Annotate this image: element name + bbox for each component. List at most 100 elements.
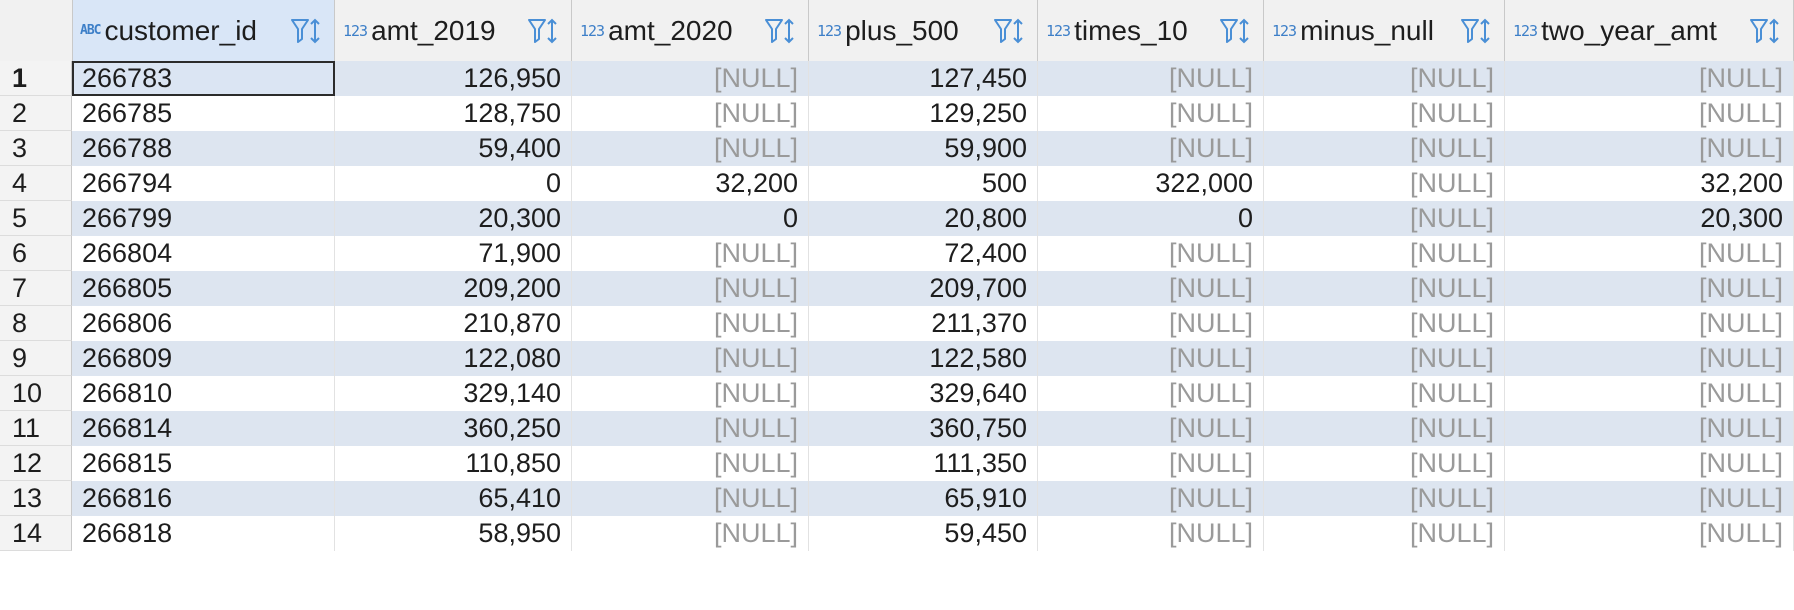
table-cell-amt-2019[interactable]: 59,400 xyxy=(335,131,572,166)
table-cell-two-year-amt[interactable]: [NULL] xyxy=(1505,411,1794,446)
table-cell-times-10[interactable]: [NULL] xyxy=(1038,61,1264,96)
row-number[interactable]: 10 xyxy=(0,376,72,411)
table-cell-customer-id[interactable]: 266788 xyxy=(72,131,335,166)
row-number[interactable]: 7 xyxy=(0,271,72,306)
table-cell-minus-null[interactable]: [NULL] xyxy=(1264,96,1505,131)
table-row[interactable]: 8 266806 210,870 [NULL] 211,370 [NULL] [NULL][… xyxy=(0,306,1794,341)
table-cell-customer-id[interactable]: 266794 xyxy=(72,166,335,201)
table-row[interactable]: 11 266814 360,250 [NULL] 360,750 [NULL] [NULL]… xyxy=(0,411,1794,446)
filter-sort-icon[interactable] xyxy=(527,17,561,45)
table-row[interactable]: 1 266783 126,950 [NULL] 127,450 [NULL] [NULL][… xyxy=(0,61,1794,96)
table-cell-plus-500[interactable]: 59,450 xyxy=(809,516,1038,551)
table-cell-amt-2019[interactable]: 110,850 xyxy=(335,446,572,481)
table-cell-plus-500[interactable]: 20,800 xyxy=(809,201,1038,236)
table-cell-minus-null[interactable]: [NULL] xyxy=(1264,271,1505,306)
row-number[interactable]: 14 xyxy=(0,516,72,551)
table-cell-times-10[interactable]: [NULL] xyxy=(1038,236,1264,271)
table-cell-amt-2019[interactable]: 209,200 xyxy=(335,271,572,306)
table-row[interactable]: 7 266805 209,200 [NULL] 209,700 [NULL] [NULL][… xyxy=(0,271,1794,306)
table-cell-plus-500[interactable]: 360,750 xyxy=(809,411,1038,446)
table-row[interactable]: 6 266804 71,900 [NULL] 72,400 [NULL] [NULL] [NU… xyxy=(0,236,1794,271)
table-cell-two-year-amt[interactable]: [NULL] xyxy=(1505,96,1794,131)
table-row[interactable]: 10 266810 329,140 [NULL] 329,640 [NULL] [NULL]… xyxy=(0,376,1794,411)
filter-sort-icon[interactable] xyxy=(764,17,798,45)
table-cell-two-year-amt[interactable]: [NULL] xyxy=(1505,61,1794,96)
table-row[interactable]: 12 266815 110,850 [NULL] 111,350 [NULL] [NULL]… xyxy=(0,446,1794,481)
filter-sort-icon[interactable] xyxy=(1460,17,1494,45)
table-cell-minus-null[interactable]: [NULL] xyxy=(1264,341,1505,376)
table-cell-amt-2019[interactable]: 329,140 xyxy=(335,376,572,411)
table-cell-times-10[interactable]: [NULL] xyxy=(1038,306,1264,341)
table-row[interactable]: 13 266816 65,410 [NULL] 65,910 [NULL] [NULL] [N… xyxy=(0,481,1794,516)
table-cell-plus-500[interactable]: 59,900 xyxy=(809,131,1038,166)
column-header-amt-2019[interactable]: 123 amt_2019 xyxy=(335,0,572,61)
filter-sort-icon[interactable] xyxy=(1749,17,1783,45)
table-cell-customer-id[interactable]: 266804 xyxy=(72,236,335,271)
row-number[interactable]: 11 xyxy=(0,411,72,446)
row-number[interactable]: 4 xyxy=(0,166,72,201)
table-cell-times-10[interactable]: [NULL] xyxy=(1038,131,1264,166)
table-cell-times-10[interactable]: [NULL] xyxy=(1038,446,1264,481)
row-number[interactable]: 2 xyxy=(0,96,72,131)
table-cell-plus-500[interactable]: 500 xyxy=(809,166,1038,201)
table-cell-minus-null[interactable]: [NULL] xyxy=(1264,306,1505,341)
table-cell-minus-null[interactable]: [NULL] xyxy=(1264,516,1505,551)
table-cell-customer-id[interactable]: 266783 xyxy=(72,61,335,96)
column-header-minus-null[interactable]: 123 minus_null xyxy=(1264,0,1505,61)
table-cell-two-year-amt[interactable]: [NULL] xyxy=(1505,446,1794,481)
table-cell-amt-2019[interactable]: 65,410 xyxy=(335,481,572,516)
table-cell-amt-2019[interactable]: 58,950 xyxy=(335,516,572,551)
table-cell-plus-500[interactable]: 329,640 xyxy=(809,376,1038,411)
table-cell-two-year-amt[interactable]: [NULL] xyxy=(1505,376,1794,411)
table-cell-amt-2020[interactable]: [NULL] xyxy=(572,271,809,306)
row-number[interactable]: 9 xyxy=(0,341,72,376)
table-cell-customer-id[interactable]: 266806 xyxy=(72,306,335,341)
table-cell-amt-2019[interactable]: 126,950 xyxy=(335,61,572,96)
table-cell-customer-id[interactable]: 266814 xyxy=(72,411,335,446)
table-cell-minus-null[interactable]: [NULL] xyxy=(1264,131,1505,166)
filter-sort-icon[interactable] xyxy=(993,17,1027,45)
table-cell-two-year-amt[interactable]: [NULL] xyxy=(1505,341,1794,376)
column-header-two-year-amt[interactable]: 123 two_year_amt xyxy=(1505,0,1794,61)
table-row[interactable]: 2 266785 128,750 [NULL] 129,250 [NULL] [NULL][… xyxy=(0,96,1794,131)
table-cell-amt-2020[interactable]: [NULL] xyxy=(572,481,809,516)
table-cell-customer-id[interactable]: 266785 xyxy=(72,96,335,131)
table-row[interactable]: 4 266794 0 32,200 500 322,000 [NULL] 32,200 xyxy=(0,166,1794,201)
table-cell-two-year-amt[interactable]: 32,200 xyxy=(1505,166,1794,201)
filter-sort-icon[interactable] xyxy=(1219,17,1253,45)
table-cell-amt-2019[interactable]: 20,300 xyxy=(335,201,572,236)
table-cell-times-10[interactable]: 322,000 xyxy=(1038,166,1264,201)
table-row[interactable]: 9 266809 122,080 [NULL] 122,580 [NULL] [NULL][… xyxy=(0,341,1794,376)
table-cell-customer-id[interactable]: 266809 xyxy=(72,341,335,376)
table-cell-times-10[interactable]: [NULL] xyxy=(1038,516,1264,551)
table-cell-amt-2020[interactable]: 0 xyxy=(572,201,809,236)
table-cell-two-year-amt[interactable]: [NULL] xyxy=(1505,236,1794,271)
table-cell-two-year-amt[interactable]: [NULL] xyxy=(1505,481,1794,516)
row-number[interactable]: 12 xyxy=(0,446,72,481)
table-cell-times-10[interactable]: 0 xyxy=(1038,201,1264,236)
table-cell-amt-2020[interactable]: [NULL] xyxy=(572,376,809,411)
row-number[interactable]: 3 xyxy=(0,131,72,166)
table-cell-two-year-amt[interactable]: [NULL] xyxy=(1505,306,1794,341)
table-cell-amt-2020[interactable]: [NULL] xyxy=(572,516,809,551)
table-cell-minus-null[interactable]: [NULL] xyxy=(1264,376,1505,411)
table-cell-amt-2019[interactable]: 122,080 xyxy=(335,341,572,376)
column-header-times-10[interactable]: 123 times_10 xyxy=(1038,0,1264,61)
row-number[interactable]: 8 xyxy=(0,306,72,341)
table-cell-amt-2020[interactable]: [NULL] xyxy=(572,61,809,96)
table-cell-amt-2019[interactable]: 71,900 xyxy=(335,236,572,271)
table-cell-customer-id[interactable]: 266799 xyxy=(72,201,335,236)
table-cell-amt-2019[interactable]: 360,250 xyxy=(335,411,572,446)
table-cell-minus-null[interactable]: [NULL] xyxy=(1264,201,1505,236)
row-number[interactable]: 1 xyxy=(0,61,72,96)
table-cell-plus-500[interactable]: 65,910 xyxy=(809,481,1038,516)
table-cell-plus-500[interactable]: 122,580 xyxy=(809,341,1038,376)
table-cell-amt-2020[interactable]: [NULL] xyxy=(572,411,809,446)
table-cell-amt-2020[interactable]: [NULL] xyxy=(572,236,809,271)
table-cell-amt-2020[interactable]: 32,200 xyxy=(572,166,809,201)
table-cell-times-10[interactable]: [NULL] xyxy=(1038,411,1264,446)
table-cell-minus-null[interactable]: [NULL] xyxy=(1264,236,1505,271)
grid-corner[interactable] xyxy=(0,0,73,61)
table-cell-two-year-amt[interactable]: [NULL] xyxy=(1505,516,1794,551)
table-cell-times-10[interactable]: [NULL] xyxy=(1038,481,1264,516)
